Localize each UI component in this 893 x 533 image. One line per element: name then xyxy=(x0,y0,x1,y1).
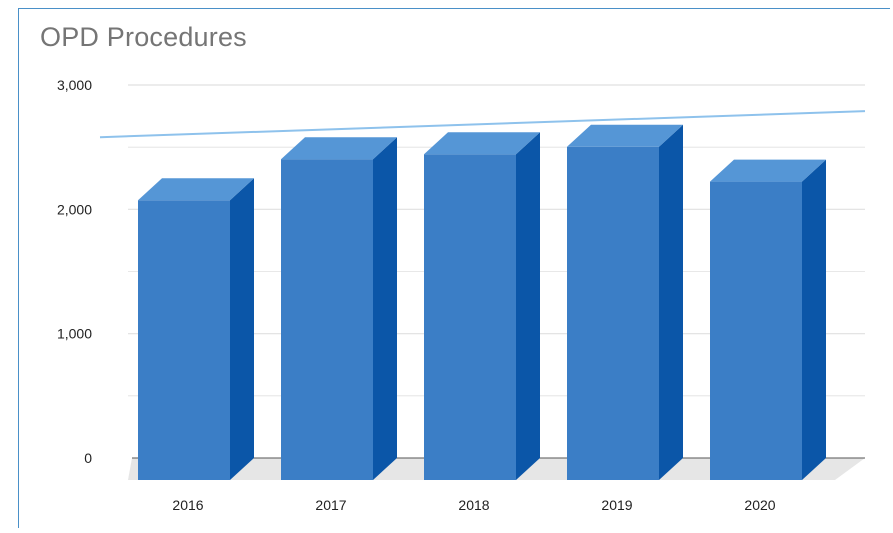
bar-front xyxy=(138,200,230,480)
x-tick-label: 2020 xyxy=(744,497,775,513)
bar-front xyxy=(567,146,659,480)
bar xyxy=(567,124,683,480)
bar xyxy=(710,159,826,480)
bar-top xyxy=(710,159,826,182)
bar-side xyxy=(659,124,683,480)
bar-front xyxy=(710,181,802,480)
y-tick-label: 0 xyxy=(84,450,92,466)
y-tick-label: 1,000 xyxy=(57,326,92,342)
bar-side xyxy=(516,132,540,480)
bars xyxy=(138,124,826,480)
x-tick-label: 2019 xyxy=(601,497,632,513)
x-tick-label: 2017 xyxy=(315,497,346,513)
chart-title: OPD Procedures xyxy=(40,22,247,52)
x-tick-label: 2016 xyxy=(172,497,203,513)
bar xyxy=(281,137,397,480)
bar-top xyxy=(424,132,540,155)
bar xyxy=(424,132,540,480)
bar-side xyxy=(373,137,397,480)
bar-side xyxy=(230,178,254,480)
trendline-path xyxy=(99,110,866,139)
bar-top xyxy=(567,124,683,147)
bar-front xyxy=(424,154,516,480)
chart-frame xyxy=(18,8,890,528)
y-tick-label: 3,000 xyxy=(57,77,92,93)
x-tick-label: 2018 xyxy=(458,497,489,513)
bar xyxy=(138,178,254,480)
bar-side xyxy=(802,159,826,480)
x-axis-ticks: 2016 2017 2018 2019 2020 xyxy=(172,497,775,513)
bar-top xyxy=(281,137,397,160)
bar-top xyxy=(138,178,254,201)
bar-front xyxy=(281,159,373,480)
y-axis-ticks: 0 1,000 2,000 3,000 xyxy=(57,77,92,466)
y-tick-label: 2,000 xyxy=(57,201,92,217)
trendline xyxy=(99,110,866,139)
